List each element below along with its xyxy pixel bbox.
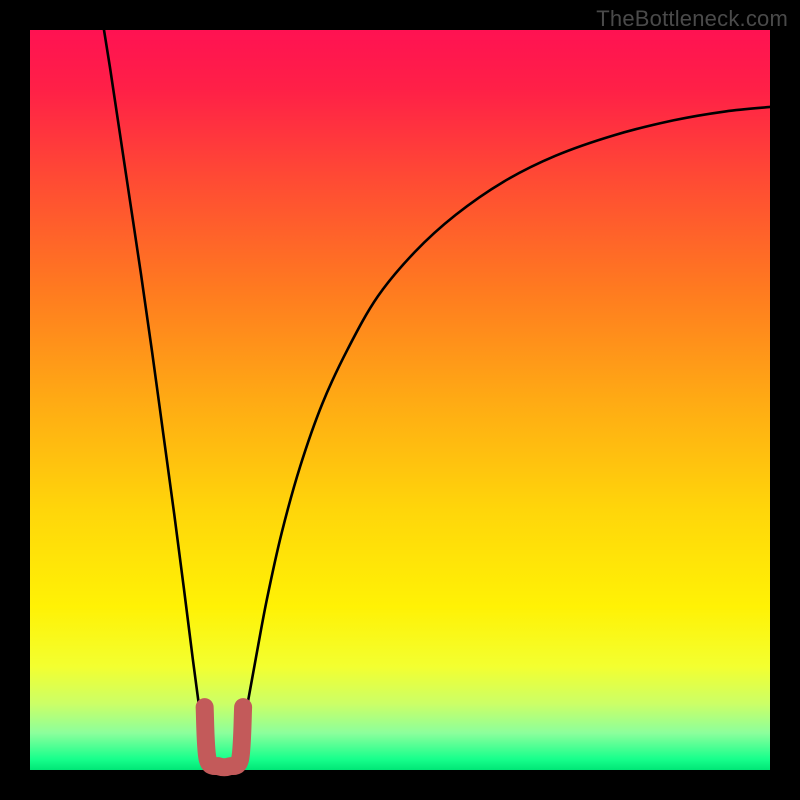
watermark-text: TheBottleneck.com xyxy=(596,6,788,32)
chart-background-gradient xyxy=(30,30,770,770)
bottleneck-chart-svg xyxy=(0,0,800,800)
chart-stage: TheBottleneck.com xyxy=(0,0,800,800)
